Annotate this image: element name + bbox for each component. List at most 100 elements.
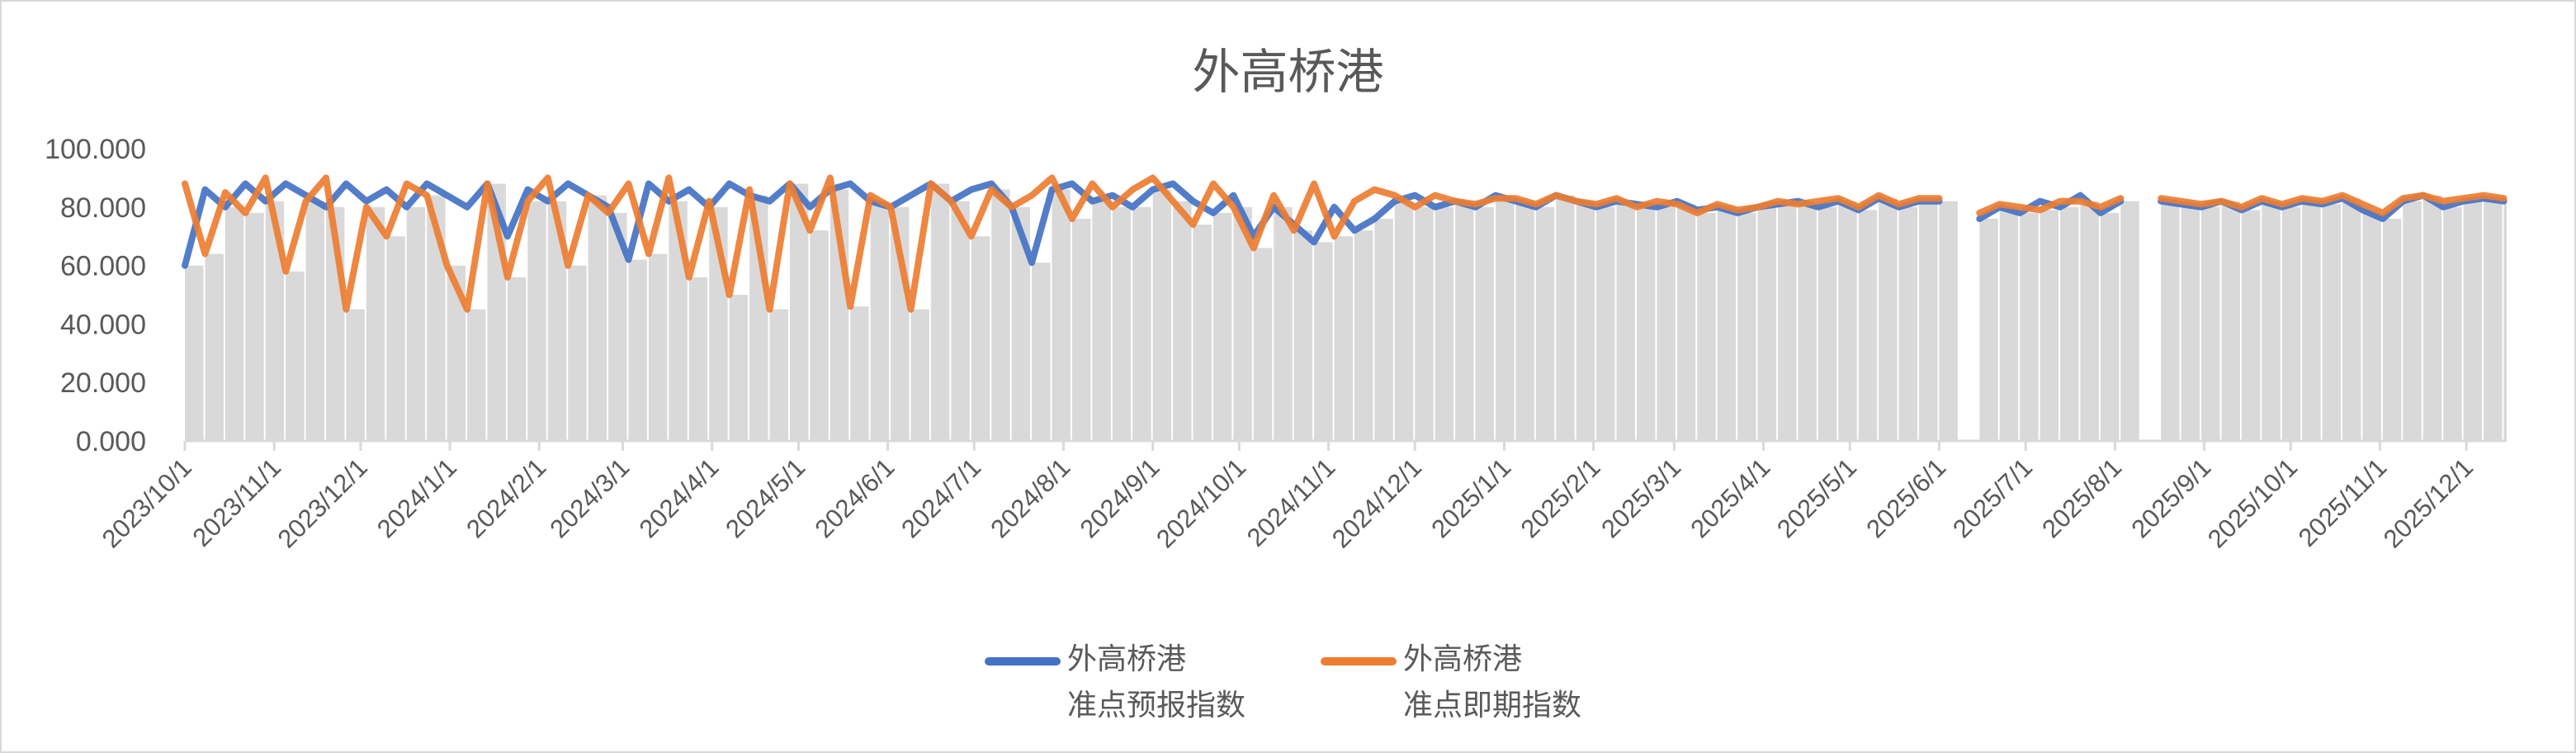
background-bar <box>2060 206 2079 442</box>
background-bar <box>1354 230 1373 441</box>
background-bar <box>1415 206 1434 442</box>
background-bar <box>286 271 305 441</box>
background-bar <box>467 309 486 441</box>
x-tick-label: 2024/2/1 <box>461 452 551 543</box>
background-bar <box>1737 212 1756 441</box>
x-tick-label: 2025/6/1 <box>1860 452 1951 543</box>
x-tick-label: 2024/5/1 <box>720 452 811 543</box>
background-bar <box>1152 189 1172 441</box>
background-bar <box>265 201 285 441</box>
background-bar <box>2020 212 2039 441</box>
background-bar <box>1011 206 1031 442</box>
background-bar <box>386 236 405 441</box>
background-bar <box>427 195 446 441</box>
background-bar <box>1132 206 1151 442</box>
background-bar <box>2422 195 2442 441</box>
background-bar <box>1092 201 1111 441</box>
background-bar <box>1757 206 1777 442</box>
background-bar <box>547 201 567 441</box>
x-tick-label: 2023/12/1 <box>272 452 373 553</box>
background-bar <box>1374 218 1393 441</box>
x-tick-label: 2024/1/1 <box>371 452 462 543</box>
background-bar <box>2382 218 2402 441</box>
series-line-spot <box>1976 195 2125 216</box>
x-tick-label: 2024/11/1 <box>1241 452 1341 552</box>
background-bar <box>1616 201 1635 441</box>
x-tick-label: 2025/4/1 <box>1685 452 1775 543</box>
x-tick-label: 2025/2/1 <box>1515 452 1606 543</box>
background-bar <box>2403 201 2422 441</box>
x-tick-label: 2025/7/1 <box>1947 452 2038 543</box>
background-bar <box>1576 201 1595 441</box>
x-tick-label: 2024/3/1 <box>544 452 635 543</box>
y-tick-label: 0.000 <box>76 426 146 457</box>
background-bar <box>225 206 244 442</box>
background-bar <box>1314 242 1333 441</box>
background-bar <box>1052 189 1071 441</box>
background-bar <box>2262 201 2281 441</box>
background-bar <box>991 189 1010 441</box>
background-bar <box>2100 212 2120 441</box>
background-bar <box>1334 236 1353 441</box>
background-bar <box>608 212 627 441</box>
background-bar <box>1817 206 1837 442</box>
background-bar <box>185 265 204 441</box>
background-bar <box>2281 206 2301 442</box>
background-bar <box>1838 201 1857 441</box>
x-tick-label: 2025/5/1 <box>1771 452 1862 543</box>
background-bar <box>2302 201 2321 441</box>
x-tick-label: 2024/10/1 <box>1151 452 1251 553</box>
y-tick-label: 20.000 <box>60 367 146 399</box>
background-bar <box>1253 248 1273 441</box>
background-bar <box>1979 218 1998 441</box>
background-bar <box>850 306 869 441</box>
background-bar <box>588 195 607 441</box>
background-bar <box>2503 201 2507 441</box>
y-tick-label: 60.000 <box>60 251 146 282</box>
background-bar <box>1274 206 1293 442</box>
background-bar <box>910 309 929 441</box>
background-bar <box>305 201 325 441</box>
legend-item-forecast: 外高桥港 准点预报指数 <box>985 636 1245 728</box>
background-bar <box>1939 201 1958 441</box>
background-bar <box>628 259 647 441</box>
background-bar <box>688 277 708 441</box>
x-tick-label: 2023/11/1 <box>187 452 286 552</box>
background-bar <box>1636 206 1656 442</box>
y-tick-label: 80.000 <box>60 192 146 224</box>
background-bar <box>1717 206 1737 442</box>
x-tick-label: 2024/9/1 <box>1075 452 1165 543</box>
x-tick-label: 2025/11/1 <box>2293 452 2393 552</box>
background-bar <box>205 253 224 441</box>
background-bar <box>2443 206 2462 442</box>
background-bar <box>1293 230 1313 441</box>
x-tick-label: 2024/4/1 <box>634 452 725 543</box>
background-bar <box>1858 210 1878 441</box>
background-bar <box>2120 201 2139 441</box>
background-bar <box>1657 206 1676 442</box>
x-tick-label: 2025/8/1 <box>2036 452 2127 543</box>
x-tick-label: 2023/10/1 <box>97 452 197 553</box>
series-line-spot <box>2158 192 2507 216</box>
background-bar <box>1435 206 1454 442</box>
legend-label-line1: 外高桥港 <box>1067 642 1187 675</box>
background-bar <box>1879 198 1898 441</box>
background-bar <box>1556 195 1575 441</box>
background-bar <box>366 206 385 442</box>
x-tick-label: 2024/8/1 <box>985 452 1075 543</box>
background-bar <box>2342 198 2361 441</box>
x-tick-label: 2025/12/1 <box>2378 452 2479 553</box>
background-bar <box>507 277 527 441</box>
series-line-spot <box>182 174 1943 313</box>
background-bar <box>1697 212 1716 441</box>
background-bar <box>447 265 466 441</box>
background-bar <box>1535 206 1555 442</box>
background-bar <box>930 183 950 442</box>
background-bar <box>1071 218 1091 441</box>
legend-label-line1: 外高桥港 <box>1403 642 1523 675</box>
x-tick-label: 2025/1/1 <box>1425 452 1516 543</box>
background-bar <box>2221 201 2240 441</box>
background-bar <box>1495 198 1515 441</box>
background-bar <box>2322 204 2342 441</box>
